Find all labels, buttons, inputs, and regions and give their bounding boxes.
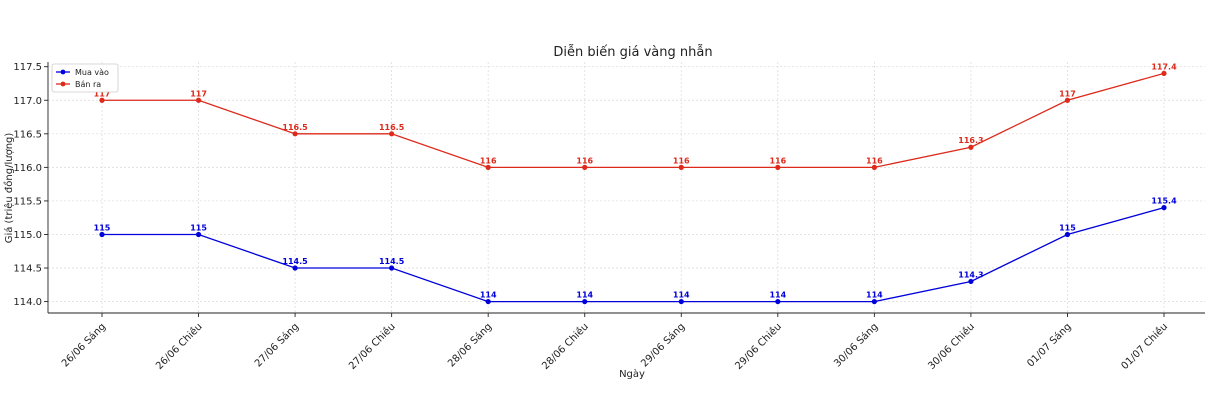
data-point <box>968 144 974 150</box>
y-axis-label: Giá (triệu đồng/lượng) <box>3 133 15 244</box>
data-label: 114.5 <box>282 257 308 266</box>
legend-item: Bán ra <box>56 80 101 89</box>
data-label: 116 <box>769 156 786 165</box>
y-tick-label: 117.5 <box>13 62 42 73</box>
data-point <box>582 164 588 170</box>
data-label: 116.3 <box>958 136 983 145</box>
x-tick-label: 29/06 Chiều <box>733 321 784 372</box>
data-point <box>678 164 684 170</box>
x-tick-label: 29/06 Sáng <box>638 321 687 370</box>
data-label: 114.3 <box>958 270 983 279</box>
data-point <box>99 231 105 238</box>
legend-marker <box>60 69 66 75</box>
series-line <box>102 207 1165 303</box>
y-tick-label: 117.0 <box>13 96 42 107</box>
y-tick-label: 115.5 <box>13 196 42 207</box>
data-label: 114.5 <box>379 257 405 266</box>
legend-marker <box>60 81 66 87</box>
data-point <box>99 97 105 103</box>
data-label: 115 <box>1059 223 1076 232</box>
data-point <box>968 278 974 285</box>
data-label: 114 <box>576 291 593 300</box>
data-label: 116 <box>866 156 883 165</box>
data-point <box>582 298 588 305</box>
data-point <box>1064 97 1071 103</box>
legend-label: Mua vào <box>75 68 109 77</box>
x-tick-label: 30/06 Chiều <box>926 321 977 372</box>
data-label: 116 <box>576 156 593 165</box>
data-label: 116 <box>480 156 497 165</box>
data-point <box>485 298 491 305</box>
data-point <box>292 265 298 271</box>
data-label: 114 <box>866 291 883 300</box>
data-label: 117 <box>94 89 111 98</box>
x-axis-label: Ngày <box>619 368 645 380</box>
data-point <box>1064 231 1071 238</box>
data-point <box>389 265 395 271</box>
y-tick-label: 115.0 <box>13 230 42 241</box>
x-tick-label: 27/06 Chiều <box>346 321 397 372</box>
x-tick-label: 28/06 Chiều <box>540 321 591 372</box>
data-point <box>871 298 877 305</box>
legend-label: Bán ra <box>75 80 101 89</box>
series-Bán ra: 117 117 116.5 116.5 116 116 116 116 116 116.3 117 1… <box>94 62 1177 170</box>
data-label: 115 <box>190 223 207 232</box>
series-line <box>102 72 1165 169</box>
data-point <box>485 164 491 170</box>
data-point <box>678 298 684 305</box>
data-label: 114 <box>480 291 497 300</box>
data-label: 115.4 <box>1151 197 1177 206</box>
y-tick-label: 114.0 <box>13 297 42 308</box>
data-label: 117 <box>1059 89 1076 98</box>
y-tick-label: 116.5 <box>13 129 42 140</box>
series-layer: 115 115 114.5 114.5 114 114 114 114 114 114.3 115 1… <box>94 62 1177 305</box>
y-tick-label: 116.0 <box>13 163 42 174</box>
data-point <box>1161 205 1167 211</box>
series-Mua vào: 115 115 114.5 114.5 114 114 114 114 114 114.3 115 1… <box>94 197 1177 305</box>
grid <box>48 62 1205 313</box>
legend-box <box>51 63 119 93</box>
data-label: 114 <box>769 291 786 300</box>
data-point <box>389 131 395 137</box>
x-tick-label: 30/06 Sáng <box>832 321 881 370</box>
data-point <box>195 231 202 238</box>
data-label: 117.4 <box>1151 62 1177 71</box>
legend-item: Mua vào <box>56 68 109 77</box>
data-label: 116 <box>673 156 690 165</box>
y-tick-label: 114.5 <box>13 264 42 275</box>
x-tick-label: 27/06 Sáng <box>252 321 301 370</box>
data-point <box>775 164 781 170</box>
data-label: 115 <box>94 223 111 232</box>
data-point <box>775 298 781 305</box>
x-tick-label: 01/07 Chiều <box>1119 321 1170 372</box>
data-label: 117 <box>190 89 207 98</box>
x-tick-label: 28/06 Sáng <box>445 321 494 370</box>
data-point <box>292 131 298 137</box>
chart-title: Diễn biến giá vàng nhẫn <box>553 45 712 60</box>
legend: Mua vào Bán ra <box>51 63 119 93</box>
data-point <box>871 164 877 170</box>
data-label: 116.5 <box>379 123 405 132</box>
axes: 26/06 Sáng 26/06 Chiều 27/06 Sáng 27/06 Chi… <box>13 62 1205 372</box>
data-label: 116.5 <box>282 123 308 132</box>
x-tick-label: 26/06 Sáng <box>59 321 108 370</box>
data-point <box>1161 70 1167 77</box>
x-tick-label: 01/07 Sáng <box>1025 321 1074 370</box>
data-point <box>195 97 202 103</box>
x-tick-label: 26/06 Chiều <box>153 321 204 372</box>
data-label: 114 <box>673 291 690 300</box>
